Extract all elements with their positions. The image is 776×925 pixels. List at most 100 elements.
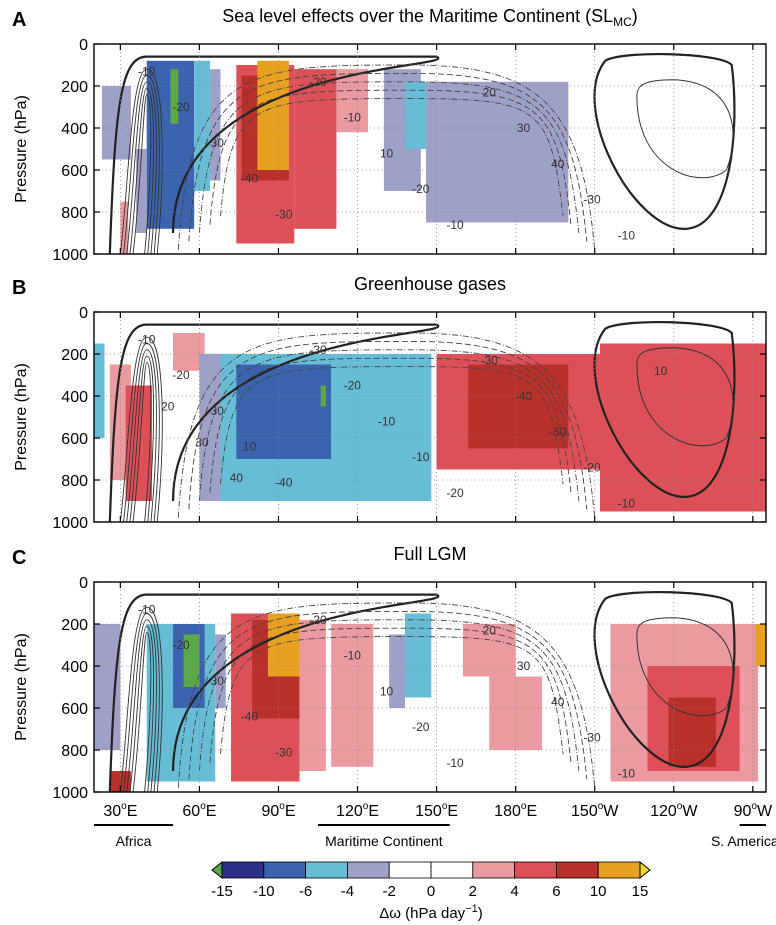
x-tick-label: 120oE — [336, 801, 379, 820]
positive-contour — [126, 349, 157, 522]
contour-layer — [108, 590, 736, 792]
negative-contour — [209, 357, 572, 493]
positive-contour — [132, 361, 152, 522]
shading-cell — [170, 69, 179, 124]
y-tick-label: 200 — [61, 617, 88, 634]
y-tick-label: 400 — [61, 389, 88, 406]
contour-label: -20 — [412, 720, 430, 734]
colorbar-tick-label: 15 — [632, 883, 649, 900]
panel-a: -10 -20 -30 -40 -30 -20 -10 10 -20 -10 20 30 40 -30 -1… — [12, 6, 767, 264]
negative-contour — [188, 340, 588, 510]
contour-label: -10 — [618, 228, 636, 242]
colorbar-tick-label: 4 — [510, 883, 518, 900]
colorbar-tick-label: 6 — [552, 883, 560, 900]
contour-label: 10 — [654, 364, 668, 378]
contour-label: -10 — [344, 649, 362, 663]
positive-contour — [132, 93, 152, 254]
negative-contour — [220, 98, 564, 217]
shading-cell — [299, 619, 326, 771]
positive-contour — [636, 347, 734, 447]
x-tick-label: 120oW — [650, 801, 698, 820]
contour-label: 10 — [380, 146, 394, 160]
colorbar-segment — [221, 861, 265, 879]
colorbar-tick-label: 2 — [469, 883, 477, 900]
shading-cell — [194, 60, 210, 191]
y-tick-label: 400 — [61, 659, 88, 676]
y-tick-label: 0 — [79, 37, 88, 54]
colorbar-segment — [514, 861, 557, 879]
contour-label: -30 — [309, 343, 327, 357]
shading-cell — [426, 81, 569, 223]
contour-label: -30 — [207, 136, 225, 150]
x-axis: 30oE 60oE 90oE 120oE 150oE 180oE 150oW 120oW 90o… — [103, 801, 773, 820]
x-tick-label: 180oE — [494, 801, 537, 820]
y-tick-label: 200 — [61, 79, 88, 96]
contour-label: -10 — [446, 218, 464, 232]
contour-label: -20 — [344, 379, 362, 393]
contour-label: -10 — [412, 450, 430, 464]
contour-label: -30 — [583, 193, 601, 207]
colorbar-segment — [597, 861, 641, 879]
region-markers: Africa Maritime Continent S. America — [94, 824, 776, 849]
contour-label: 10 — [243, 440, 257, 454]
contour-label: -10 — [138, 65, 156, 79]
positive-contour — [132, 631, 152, 792]
contour-label: -20 — [172, 638, 190, 652]
contour-label: -30 — [207, 404, 225, 418]
contour-label: -10 — [446, 756, 464, 770]
y-tick-label: 400 — [61, 121, 88, 138]
contour-label: -30 — [275, 745, 293, 759]
contour-label: -30 — [481, 354, 499, 368]
panel-title: Full LGM — [393, 544, 466, 564]
zero-contour — [593, 320, 736, 498]
contour-label: -10 — [618, 766, 636, 780]
contour-label: -30 — [583, 731, 601, 745]
negative-contour — [198, 81, 580, 234]
positive-contour — [126, 619, 157, 792]
colorbar: -15 -10 -6 -4 -2 0 2 4 6 10 15 Δω (hPa day−1) — [211, 860, 651, 922]
positive-contour — [129, 625, 155, 792]
contour-label: 30 — [195, 435, 209, 449]
x-tick-label: 150oW — [571, 801, 619, 820]
negative-contour — [220, 366, 564, 485]
negative-contour — [188, 72, 588, 242]
y-axis-label: Pressure (hPa) — [13, 363, 30, 471]
shading-cell — [257, 60, 290, 170]
contour-label: 40 — [551, 157, 565, 171]
positive-contour — [119, 68, 163, 254]
positive-contour — [129, 87, 155, 254]
colorbar-segment — [388, 861, 432, 879]
contour-label: -20 — [172, 100, 190, 114]
contour-layer — [108, 320, 736, 522]
contour-label: -20 — [583, 461, 601, 475]
shading-cell — [236, 364, 332, 459]
contour-label: 30 — [517, 659, 531, 673]
plot-frame — [93, 43, 767, 255]
y-tick-label: 200 — [61, 347, 88, 364]
colorbar-over-triangle — [639, 860, 651, 880]
contour-label: -20 — [172, 368, 190, 382]
colorbar-tick-label: -15 — [211, 883, 233, 900]
shading-layer — [94, 333, 766, 512]
colorbar-segment — [346, 861, 390, 879]
contour-label: -10 — [344, 111, 362, 125]
y-tick-label: 600 — [61, 431, 88, 448]
y-tick-label: 800 — [61, 743, 88, 760]
zero-contour — [108, 55, 440, 254]
y-tick-label: 800 — [61, 473, 88, 490]
plot-frame — [93, 311, 767, 523]
y-axis-label: Pressure (hPa) — [13, 633, 30, 741]
contour-label: -30 — [207, 674, 225, 688]
region-label: Maritime Continent — [325, 833, 443, 849]
y-tick-label: 1000 — [52, 785, 88, 802]
colorbar-tick-label: -4 — [341, 883, 354, 900]
contour-label: -30 — [549, 425, 567, 439]
shading-cell — [634, 385, 748, 459]
negative-contour — [209, 627, 572, 763]
shading-cell — [94, 343, 105, 438]
y-tick-label: 600 — [61, 701, 88, 718]
shading-cell — [389, 634, 405, 708]
positive-contour — [123, 343, 160, 522]
negative-contour — [198, 349, 580, 502]
negative-contour — [177, 602, 596, 788]
